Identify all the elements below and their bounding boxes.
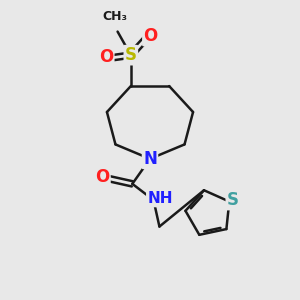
Text: O: O	[99, 48, 113, 66]
Text: S: S	[125, 46, 137, 64]
Text: CH₃: CH₃	[102, 11, 127, 23]
Text: O: O	[143, 27, 158, 45]
Text: O: O	[95, 168, 109, 186]
Text: N: N	[143, 150, 157, 168]
Text: NH: NH	[147, 191, 173, 206]
Text: S: S	[227, 191, 239, 209]
